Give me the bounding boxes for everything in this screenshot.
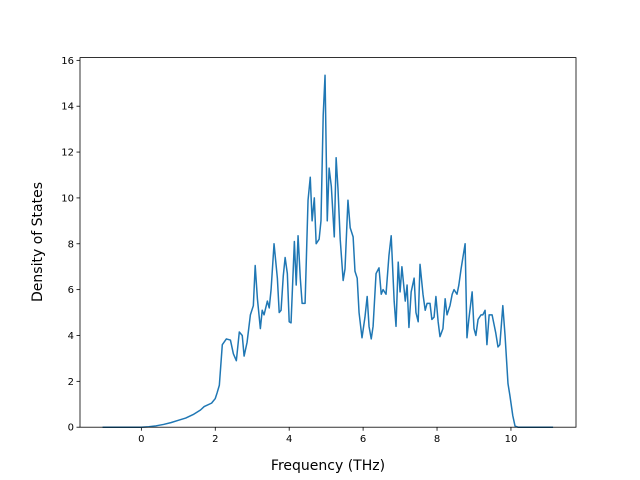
x-tick-label: 4: [286, 434, 292, 445]
x-tick-label: 10: [505, 434, 518, 445]
y-tick-label: 2: [68, 377, 74, 388]
y-tick-label: 14: [61, 102, 74, 113]
x-tick-label: 2: [212, 434, 218, 445]
y-tick-label: 4: [68, 331, 74, 342]
y-tick-label: 0: [68, 423, 74, 434]
x-axis-label: Frequency (THz): [271, 458, 385, 474]
y-tick-label: 6: [68, 285, 74, 296]
y-tick-label: 12: [61, 148, 74, 159]
x-tick-label: 6: [360, 434, 366, 445]
x-tick-label: 0: [138, 434, 144, 445]
axes-frame: [79, 57, 577, 428]
x-tick-label: 8: [434, 434, 440, 445]
y-axis-label: Density of States: [30, 182, 46, 302]
y-tick-label: 10: [61, 193, 74, 204]
line: [102, 74, 554, 428]
y-tick-label: 16: [61, 56, 74, 67]
y-tick-label: 8: [68, 239, 74, 250]
